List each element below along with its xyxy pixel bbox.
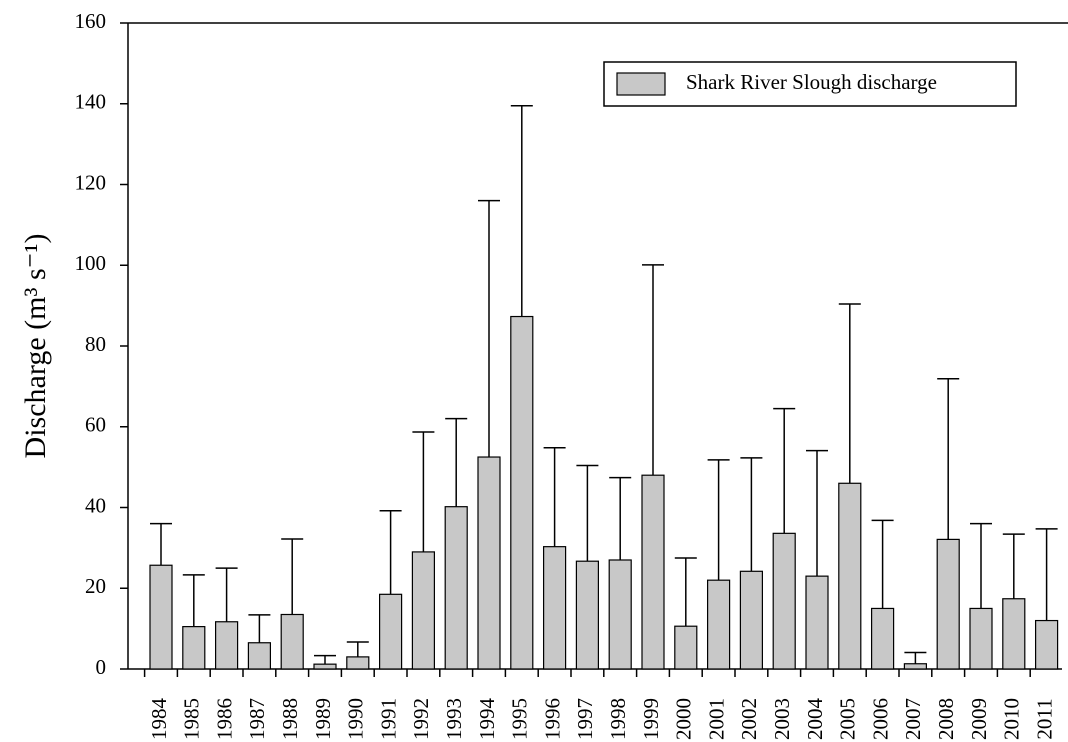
x-tick-label: 1986 [212, 698, 236, 740]
x-tick-label: 1985 [180, 698, 204, 740]
bar [542, 546, 567, 670]
legend-swatch [616, 72, 666, 96]
bar [313, 663, 337, 670]
y-axis-label: Discharge (m³ s⁻¹) [19, 234, 52, 459]
x-tick-label: 2003 [770, 698, 794, 740]
bar [706, 579, 731, 670]
x-tick-label: 1994 [475, 698, 499, 741]
y-tick-label: 80 [85, 332, 106, 356]
x-tick-label: 1999 [639, 698, 663, 740]
x-tick-label: 1993 [442, 698, 466, 740]
x-tick-label: 1997 [573, 698, 597, 740]
bar [444, 506, 468, 670]
x-tick-label: 2010 [1000, 698, 1024, 740]
y-tick-label: 140 [75, 90, 107, 114]
legend [603, 61, 1017, 107]
x-tick-label: 1998 [606, 698, 630, 740]
bar [477, 456, 501, 670]
x-tick-label: 2008 [934, 698, 958, 740]
x-tick-label: 1992 [409, 698, 433, 740]
bar [182, 626, 206, 670]
x-tick-label: 1995 [508, 698, 532, 740]
bar [608, 559, 632, 670]
bar [149, 564, 173, 670]
x-tick-label: 1987 [245, 698, 269, 740]
bar [215, 621, 239, 670]
bar [1034, 619, 1059, 670]
x-tick-label: 1989 [311, 698, 335, 740]
x-tick-label: 2006 [868, 698, 892, 740]
x-tick-label: 2002 [737, 698, 761, 740]
bar [969, 607, 993, 670]
x-tick-label: 2000 [672, 698, 696, 740]
legend-label: Shark River Slough discharge [686, 70, 937, 94]
x-tick-label: 2011 [1032, 698, 1056, 739]
bar [247, 642, 271, 670]
bar [1002, 598, 1026, 670]
x-tick-label: 2005 [836, 698, 860, 740]
x-tick-label: 1988 [278, 698, 302, 740]
y-tick-label: 60 [85, 413, 106, 437]
bar [280, 613, 304, 670]
bar [936, 538, 960, 670]
y-tick-label: 20 [85, 574, 106, 598]
x-tick-label: 1990 [344, 698, 368, 740]
y-tick-label: 100 [75, 251, 107, 275]
x-tick-label: 2009 [967, 698, 991, 740]
bar [346, 656, 370, 670]
bar [674, 625, 698, 670]
bar [379, 593, 403, 670]
y-tick-label: 120 [75, 170, 107, 194]
x-tick-label: 1991 [376, 698, 400, 740]
bar [411, 551, 435, 670]
bar [805, 575, 829, 670]
bar [838, 482, 862, 670]
bar [510, 315, 534, 670]
y-tick-label: 40 [85, 493, 106, 517]
bar [739, 570, 764, 670]
y-tick-label: 160 [75, 9, 107, 33]
x-tick-label: 2007 [901, 698, 925, 740]
bar [903, 663, 928, 670]
bar [870, 607, 895, 670]
bar [772, 532, 796, 670]
bar [641, 474, 665, 670]
bar [575, 560, 600, 670]
x-tick-label: 2001 [704, 698, 728, 740]
x-tick-label: 1996 [540, 698, 564, 740]
y-tick-label: 0 [96, 655, 107, 679]
x-tick-label: 1984 [147, 698, 171, 741]
x-tick-label: 2004 [803, 698, 827, 741]
